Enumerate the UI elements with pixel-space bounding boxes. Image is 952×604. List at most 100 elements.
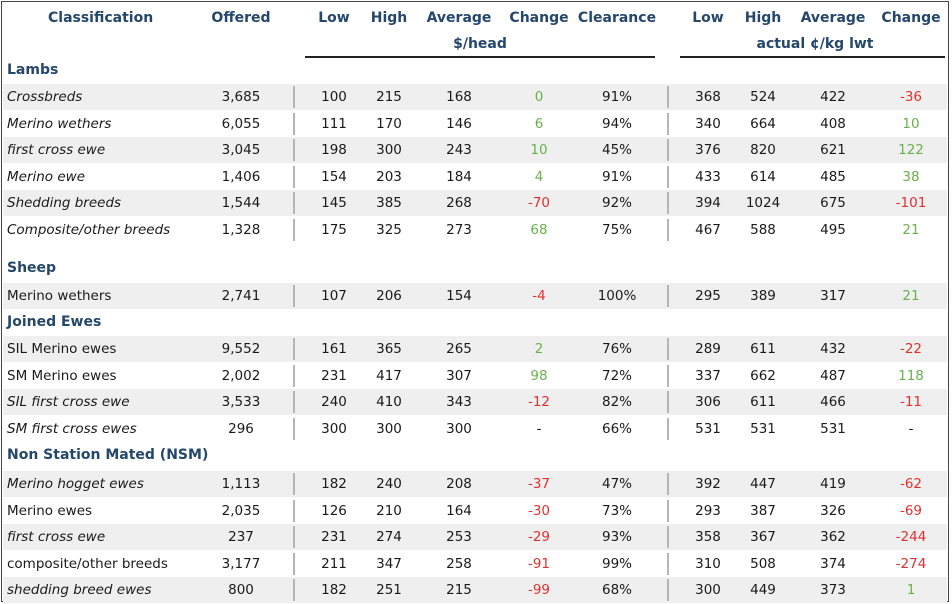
cell-clear: 91% xyxy=(601,169,633,185)
column-divider xyxy=(667,113,669,135)
cell-avg2: 487 xyxy=(820,368,846,384)
cell-chg: -99 xyxy=(527,582,551,598)
cell-high: 170 xyxy=(376,116,402,132)
cell-chg2: -101 xyxy=(895,195,927,211)
cell-chg: -30 xyxy=(527,503,551,519)
cell-offered: 1,328 xyxy=(221,222,261,238)
cell-avg: 164 xyxy=(446,503,472,519)
cell-low2: 289 xyxy=(695,341,721,357)
header-change-kg: Change xyxy=(881,10,941,26)
cell-low: 161 xyxy=(321,341,347,357)
cell-high2: 367 xyxy=(750,529,776,545)
header-change-head: Change xyxy=(509,10,569,26)
column-divider xyxy=(667,285,669,307)
table-row: SIL first cross ewe 3,533 240 410 343 -12 82% 3… xyxy=(0,389,952,415)
cell-high2: 664 xyxy=(750,116,776,132)
row-classification: first cross ewe xyxy=(7,142,106,158)
cell-clear: 91% xyxy=(601,89,633,105)
row-band xyxy=(3,190,947,216)
cell-high: 274 xyxy=(376,529,402,545)
table-row: SM Merino ewes 2,002 231 417 307 98 72% 337 662 4… xyxy=(0,363,952,389)
cell-avg2: 495 xyxy=(820,222,846,238)
cell-low: 182 xyxy=(321,476,347,492)
cell-avg: 265 xyxy=(446,341,472,357)
header-unit-head: $/head xyxy=(453,36,507,52)
table-row: Merino ewes 2,035 126 210 164 -30 73% 293 387 326… xyxy=(0,498,952,524)
column-divider xyxy=(293,391,295,413)
cell-avg2: 419 xyxy=(820,476,846,492)
cell-avg2: 362 xyxy=(820,529,846,545)
row-classification: composite/other breeds xyxy=(7,556,168,572)
cell-avg2: 621 xyxy=(820,142,846,158)
cell-high: 300 xyxy=(376,421,402,437)
cell-chg: -70 xyxy=(527,195,551,211)
column-divider xyxy=(667,86,669,108)
row-band xyxy=(3,283,947,309)
cell-avg: 243 xyxy=(446,142,472,158)
cell-offered: 3,533 xyxy=(221,394,261,410)
cell-avg2: 466 xyxy=(820,394,846,410)
cell-avg: 300 xyxy=(446,421,472,437)
row-classification: Merino ewe xyxy=(7,169,86,185)
cell-high2: 524 xyxy=(750,89,776,105)
cell-chg2: 1 xyxy=(906,582,916,598)
cell-high2: 389 xyxy=(750,288,776,304)
cell-clear: 93% xyxy=(601,529,633,545)
cell-chg: 4 xyxy=(534,169,544,185)
cell-clear: 45% xyxy=(601,142,633,158)
cell-chg: -4 xyxy=(532,288,546,304)
cell-clear: 72% xyxy=(601,368,633,384)
cell-avg: 258 xyxy=(446,556,472,572)
cell-chg: 2 xyxy=(534,341,544,357)
cell-chg: 10 xyxy=(530,142,548,158)
table-row: Merino wethers 6,055 111 170 146 6 94% 340 664 40… xyxy=(0,111,952,137)
cell-high: 203 xyxy=(376,169,402,185)
row-band xyxy=(3,577,947,603)
cell-offered: 1,544 xyxy=(221,195,261,211)
cell-high2: 611 xyxy=(750,394,776,410)
cell-avg2: 317 xyxy=(820,288,846,304)
cell-high2: 662 xyxy=(750,368,776,384)
column-divider xyxy=(667,365,669,387)
cell-clear: 82% xyxy=(601,394,633,410)
cell-high: 417 xyxy=(376,368,402,384)
table-row: Merino wethers 2,741 107 206 154 -4 100% 295 389… xyxy=(0,283,952,309)
cell-chg2: -244 xyxy=(895,529,927,545)
cell-low2: 392 xyxy=(695,476,721,492)
column-divider xyxy=(293,579,295,601)
header-high-kg: High xyxy=(744,10,782,26)
column-divider xyxy=(667,553,669,575)
cell-high: 365 xyxy=(376,341,402,357)
cell-avg: 208 xyxy=(446,476,472,492)
cell-clear: 92% xyxy=(601,195,633,211)
cell-low2: 306 xyxy=(695,394,721,410)
cell-high2: 447 xyxy=(750,476,776,492)
cell-offered: 2,035 xyxy=(221,503,261,519)
column-divider xyxy=(667,500,669,522)
cell-chg2: 122 xyxy=(898,142,924,158)
cell-low: 126 xyxy=(321,503,347,519)
row-classification: Merino wethers xyxy=(7,288,112,304)
cell-high: 347 xyxy=(376,556,402,572)
column-divider xyxy=(667,139,669,161)
cell-chg: 68 xyxy=(530,222,548,238)
row-classification: SIL first cross ewe xyxy=(7,394,130,410)
column-divider xyxy=(667,219,669,241)
header-high-head: High xyxy=(370,10,408,26)
row-classification: SM Merino ewes xyxy=(7,368,117,384)
row-band xyxy=(3,524,947,550)
row-band xyxy=(3,336,947,362)
cell-chg: 6 xyxy=(534,116,544,132)
header-average-head: Average xyxy=(426,10,492,26)
cell-avg: 154 xyxy=(446,288,472,304)
cell-clear: 94% xyxy=(601,116,633,132)
column-divider xyxy=(293,365,295,387)
cell-chg2: 21 xyxy=(902,222,920,238)
cell-chg: -91 xyxy=(527,556,551,572)
section-title: Non Station Mated (NSM) xyxy=(7,447,209,463)
cell-avg: 307 xyxy=(446,368,472,384)
section-title: Lambs xyxy=(7,62,59,78)
cell-avg: 146 xyxy=(446,116,472,132)
row-band xyxy=(3,471,947,497)
column-divider xyxy=(667,192,669,214)
